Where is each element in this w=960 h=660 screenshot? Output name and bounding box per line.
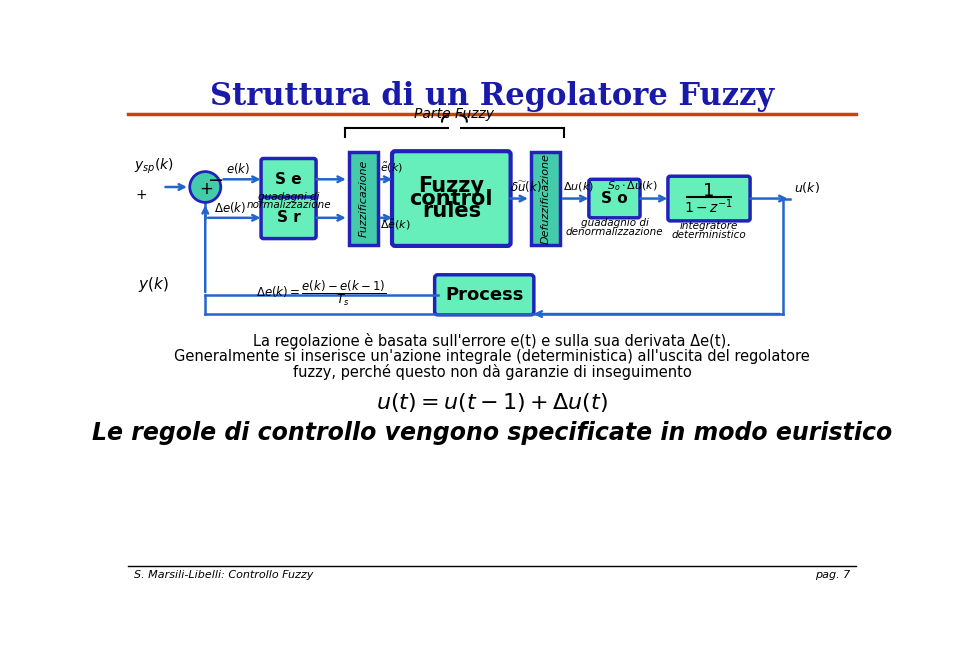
Text: normalizzazione: normalizzazione bbox=[247, 201, 331, 211]
Text: guadagni di: guadagni di bbox=[258, 192, 320, 202]
Text: fuzzy, perché questo non dà garanzie di inseguimento: fuzzy, perché questo non dà garanzie di … bbox=[293, 364, 691, 379]
Text: deterministico: deterministico bbox=[672, 230, 746, 240]
Text: Generalmente si inserisce un'azione integrale (deterministica) all'uscita del re: Generalmente si inserisce un'azione inte… bbox=[174, 349, 810, 364]
Text: Fuzzificazione: Fuzzificazione bbox=[358, 160, 369, 237]
Text: Process: Process bbox=[445, 286, 523, 304]
Text: $u( k )$: $u( k )$ bbox=[794, 180, 820, 195]
FancyBboxPatch shape bbox=[261, 197, 316, 239]
Text: −: − bbox=[207, 170, 224, 189]
Text: rules: rules bbox=[421, 201, 481, 221]
Bar bbox=[348, 152, 378, 245]
Circle shape bbox=[190, 172, 221, 203]
Text: S o: S o bbox=[601, 191, 628, 206]
FancyBboxPatch shape bbox=[261, 158, 316, 200]
FancyBboxPatch shape bbox=[588, 180, 640, 218]
Text: denormalizzazione: denormalizzazione bbox=[565, 227, 663, 237]
Text: integratore: integratore bbox=[680, 221, 738, 232]
Bar bbox=[531, 152, 561, 245]
Text: $u(t) = u(t-1) + \Delta u(t)$: $u(t) = u(t-1) + \Delta u(t)$ bbox=[376, 391, 608, 414]
Text: +: + bbox=[135, 187, 147, 201]
Text: pag. 7: pag. 7 bbox=[815, 570, 850, 580]
Text: $e( k )$: $e( k )$ bbox=[226, 161, 251, 176]
Text: $y_{sp}(k)$: $y_{sp}(k)$ bbox=[134, 157, 174, 176]
Text: control: control bbox=[410, 189, 493, 209]
Text: $y(k)$: $y(k)$ bbox=[138, 275, 169, 294]
Text: $1- z^{-1}$: $1- z^{-1}$ bbox=[684, 198, 733, 216]
FancyBboxPatch shape bbox=[392, 151, 511, 246]
Text: Le regole di controllo vengono specificate in modo euristico: Le regole di controllo vengono specifica… bbox=[92, 421, 892, 446]
Text: $\Delta e( k )$: $\Delta e( k )$ bbox=[214, 199, 247, 214]
Text: S r: S r bbox=[276, 211, 300, 225]
Text: La regolazione è basata sull'errore e(t) e sulla sua derivata Δe(t).: La regolazione è basata sull'errore e(t)… bbox=[253, 333, 731, 349]
Text: Fuzzy: Fuzzy bbox=[419, 176, 484, 196]
Text: $\Delta e(k) = \dfrac{e(k) - e(k-1)}{T_s}$: $\Delta e(k) = \dfrac{e(k) - e(k-1)}{T_s… bbox=[255, 279, 386, 308]
Text: Parte Fuzzy: Parte Fuzzy bbox=[415, 107, 494, 121]
Text: $S_o \cdot \Delta u( k )$: $S_o \cdot \Delta u( k )$ bbox=[607, 180, 658, 193]
Text: $\Delta u( k )$: $\Delta u( k )$ bbox=[563, 180, 593, 193]
Text: $\delta\widetilde{u}( k )$: $\delta\widetilde{u}( k )$ bbox=[510, 179, 541, 194]
Text: Defuzzificazione: Defuzzificazione bbox=[540, 153, 550, 244]
Text: $\Delta\tilde{e}( k )$: $\Delta\tilde{e}( k )$ bbox=[380, 218, 411, 232]
FancyBboxPatch shape bbox=[435, 275, 534, 315]
Text: guadagnio di: guadagnio di bbox=[581, 218, 648, 228]
FancyBboxPatch shape bbox=[668, 176, 750, 221]
Text: S e: S e bbox=[276, 172, 301, 187]
Text: +: + bbox=[199, 180, 213, 198]
Text: $\tilde{e}( k )$: $\tilde{e}( k )$ bbox=[380, 161, 403, 175]
Text: 1: 1 bbox=[704, 182, 714, 200]
Text: Struttura di un Regolatore Fuzzy: Struttura di un Regolatore Fuzzy bbox=[210, 81, 774, 112]
Text: S. Marsili-Libelli: Controllo Fuzzy: S. Marsili-Libelli: Controllo Fuzzy bbox=[134, 570, 313, 580]
